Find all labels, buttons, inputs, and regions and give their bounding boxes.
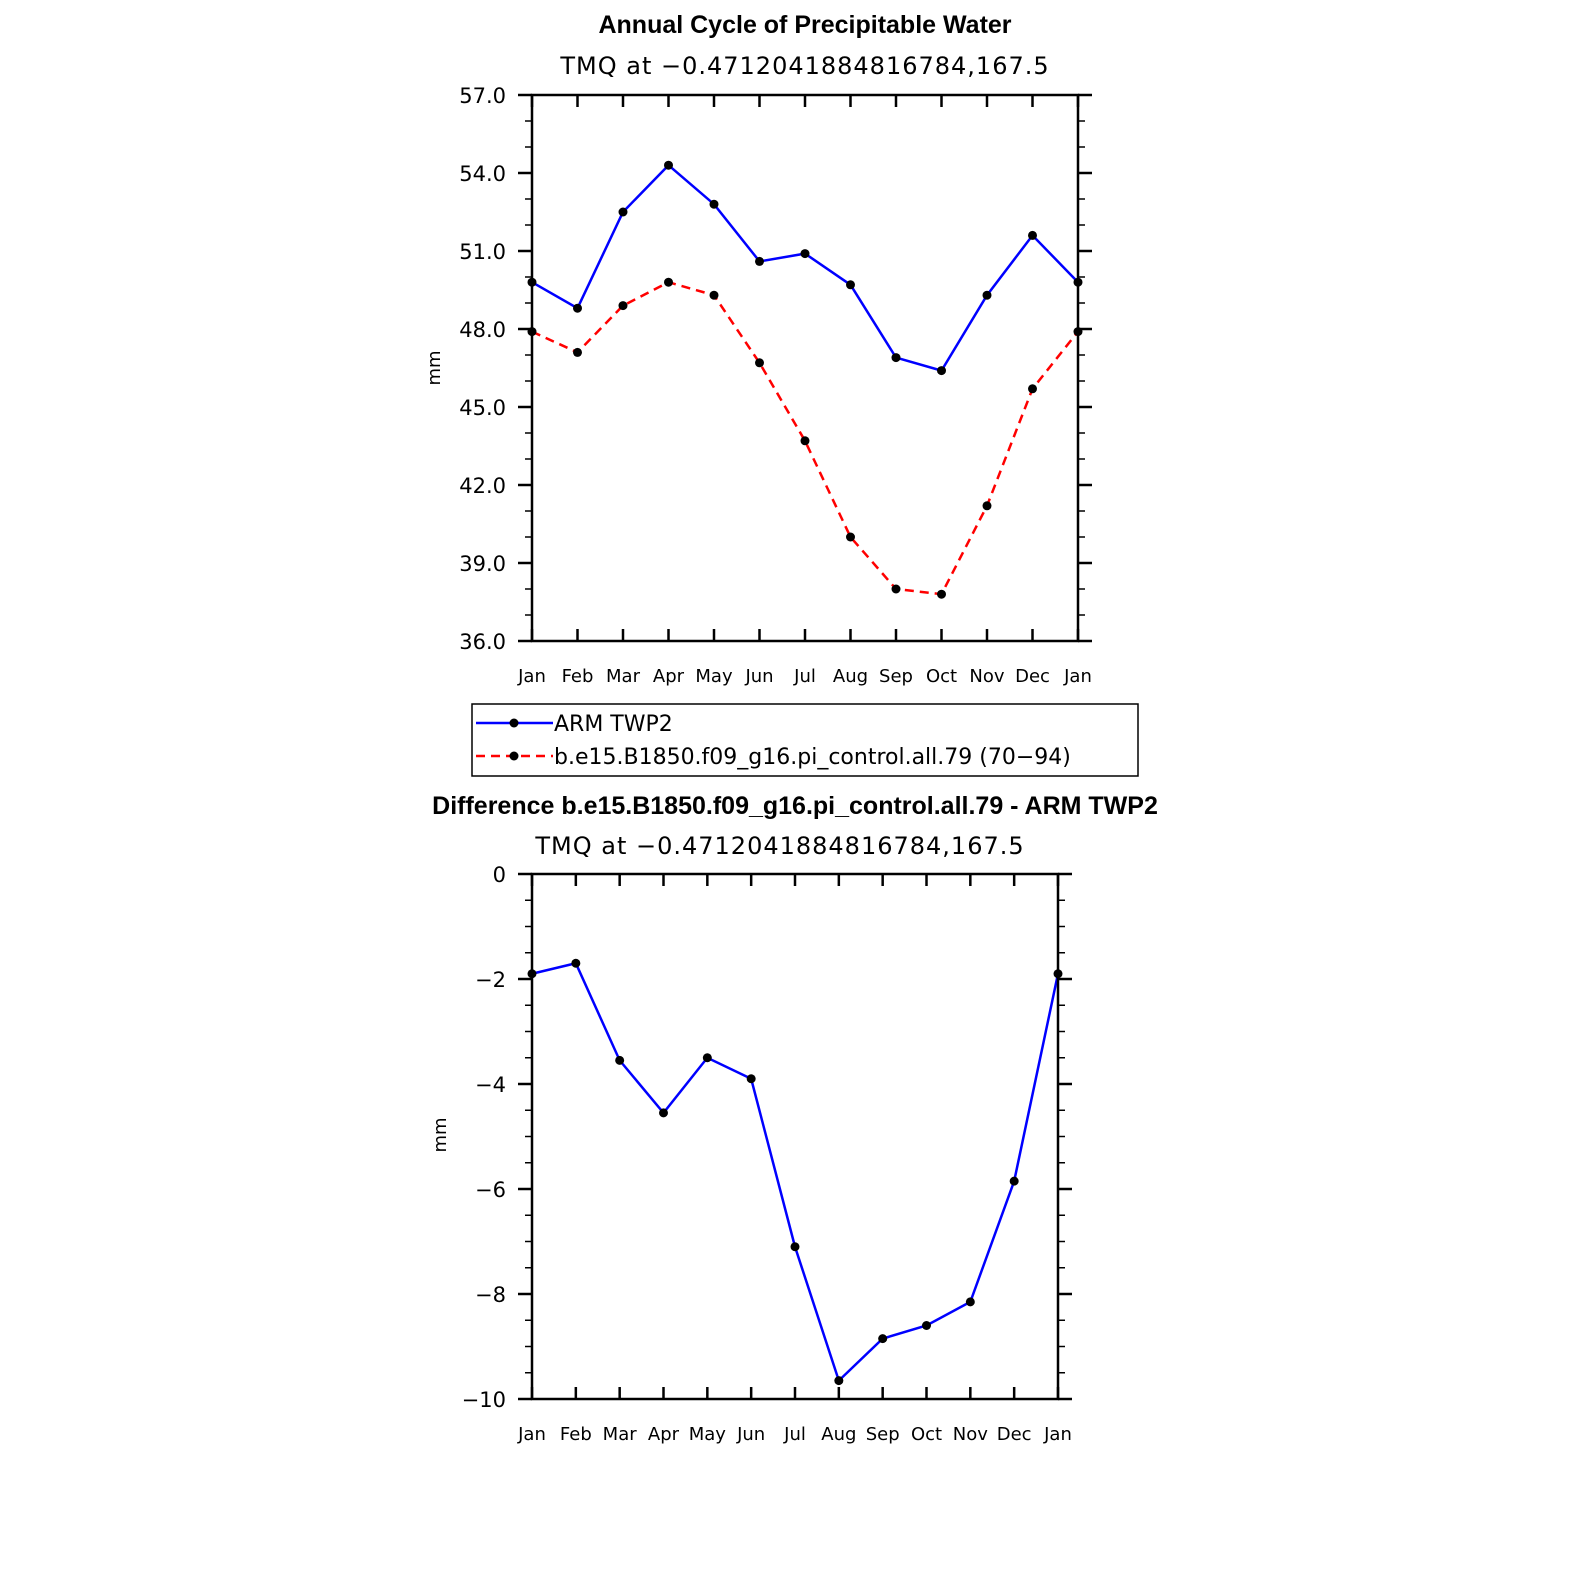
axes: Jan Feb Mar Apr May Jun Jul Aug Sep Oct Nov Dec Jan−… bbox=[462, 863, 1072, 1445]
data-point bbox=[937, 366, 946, 376]
x-tick-label: Sep bbox=[866, 1424, 900, 1445]
data-point bbox=[1009, 1176, 1019, 1186]
x-tick-label: May bbox=[689, 1424, 727, 1445]
x-tick-label: Aug bbox=[833, 666, 868, 687]
data-point bbox=[615, 1055, 625, 1065]
data-point bbox=[618, 207, 628, 217]
data-point bbox=[1028, 384, 1037, 394]
x-tick-label: Sep bbox=[879, 666, 913, 687]
y-tick-label: 36.0 bbox=[459, 630, 506, 654]
y-tick-label: −10 bbox=[462, 1388, 506, 1412]
x-tick-label: Oct bbox=[911, 1424, 942, 1445]
x-tick-label: Dec bbox=[1015, 666, 1050, 687]
y-tick-label: −2 bbox=[475, 968, 506, 992]
x-tick-label: Aug bbox=[821, 1424, 856, 1445]
y-tick-label: −4 bbox=[475, 1073, 506, 1097]
difference-chart: Difference b.e15.B1850.f09_g16.pi_contro… bbox=[430, 792, 1158, 1445]
series-line-0 bbox=[531, 961, 1060, 1383]
x-tick-label: Apr bbox=[653, 666, 685, 687]
data-point bbox=[573, 347, 582, 357]
legend-label-arm: ARM TWP2 bbox=[554, 712, 673, 737]
precipitable-water-chart: Annual Cycle of Precipitable Water TMQ a… bbox=[424, 11, 1092, 687]
x-tick-label: Jan bbox=[1043, 1424, 1072, 1445]
y-tick-label: 0 bbox=[493, 863, 506, 887]
data-point bbox=[922, 1321, 931, 1330]
x-tick-label: Oct bbox=[926, 666, 957, 687]
x-tick-label: Jan bbox=[517, 666, 546, 687]
data-point bbox=[659, 1108, 668, 1118]
x-tick-label: Jun bbox=[736, 1424, 765, 1445]
data-point bbox=[755, 358, 764, 368]
data-point bbox=[937, 589, 946, 599]
x-tick-label: Dec bbox=[997, 1424, 1032, 1445]
y-tick-label: 51.0 bbox=[459, 240, 506, 264]
data-point bbox=[709, 199, 719, 209]
data-point bbox=[618, 301, 628, 311]
y-axis-label: mm bbox=[424, 350, 445, 385]
y-axis-label: mm bbox=[430, 1117, 451, 1152]
data-point bbox=[790, 1242, 800, 1252]
legend-box bbox=[471, 703, 1139, 777]
x-tick-label: Feb bbox=[562, 666, 594, 687]
x-tick-label: Jan bbox=[517, 1424, 546, 1445]
axes: Jan Feb Mar Apr May Jun Jul Aug Sep Oct Nov Dec Jan 3… bbox=[459, 84, 1092, 687]
x-tick-label: Jul bbox=[783, 1424, 806, 1445]
data-point bbox=[664, 277, 673, 287]
y-tick-label: 57.0 bbox=[459, 84, 506, 108]
data-point bbox=[702, 1053, 712, 1063]
chart-subtitle: TMQ at −0.4712041884816784,167.5 bbox=[534, 832, 1024, 860]
y-tick-label: −6 bbox=[475, 1178, 506, 1202]
series-lines bbox=[527, 958, 1063, 1386]
x-tick-label: May bbox=[695, 666, 733, 687]
x-tick-label: Feb bbox=[560, 1424, 592, 1445]
data-point bbox=[891, 353, 901, 363]
series-line-0 bbox=[531, 163, 1079, 373]
y-tick-label: −8 bbox=[475, 1283, 506, 1307]
series-lines bbox=[527, 160, 1083, 599]
x-tick-label: Apr bbox=[648, 1424, 680, 1445]
x-tick-label: Jul bbox=[793, 666, 816, 687]
data-point bbox=[982, 501, 992, 511]
data-point bbox=[1028, 230, 1037, 240]
chart-title: Difference b.e15.B1850.f09_g16.pi_contro… bbox=[432, 792, 1158, 820]
data-point bbox=[834, 1376, 844, 1386]
data-point bbox=[664, 160, 673, 170]
plot-frame bbox=[530, 93, 1080, 643]
data-point bbox=[755, 256, 764, 266]
data-point bbox=[982, 290, 992, 300]
y-tick-label: 39.0 bbox=[459, 552, 506, 576]
legend-marker-arm bbox=[509, 718, 519, 728]
data-point bbox=[709, 290, 719, 300]
data-point bbox=[800, 436, 810, 446]
chart-title: Annual Cycle of Precipitable Water bbox=[598, 11, 1011, 39]
x-tick-label: Mar bbox=[603, 1424, 638, 1445]
data-point bbox=[571, 958, 581, 968]
data-point bbox=[965, 1297, 975, 1307]
x-tick-label: Jan bbox=[1063, 666, 1092, 687]
y-tick-label: 48.0 bbox=[459, 318, 506, 342]
plot-frame bbox=[530, 872, 1060, 1401]
data-point bbox=[800, 249, 810, 259]
legend-label-model: b.e15.B1850.f09_g16.pi_control.all.79 (7… bbox=[554, 745, 1071, 770]
data-point bbox=[846, 532, 855, 542]
y-tick-label: 45.0 bbox=[459, 396, 506, 420]
data-point bbox=[878, 1334, 888, 1344]
data-point bbox=[846, 280, 855, 290]
y-tick-label: 42.0 bbox=[459, 474, 506, 498]
legend-marker-model bbox=[509, 751, 519, 761]
data-point bbox=[573, 303, 582, 313]
x-tick-label: Nov bbox=[969, 666, 1004, 687]
data-point bbox=[746, 1074, 756, 1084]
data-point bbox=[891, 584, 901, 594]
chart-subtitle: TMQ at −0.4712041884816784,167.5 bbox=[559, 52, 1049, 80]
legend: ARM TWP2 b.e15.B1850.f09_g16.pi_control.… bbox=[471, 703, 1139, 777]
x-tick-label: Nov bbox=[953, 1424, 988, 1445]
x-tick-label: Mar bbox=[606, 666, 641, 687]
x-tick-label: Jun bbox=[744, 666, 773, 687]
y-tick-label: 54.0 bbox=[459, 162, 506, 186]
